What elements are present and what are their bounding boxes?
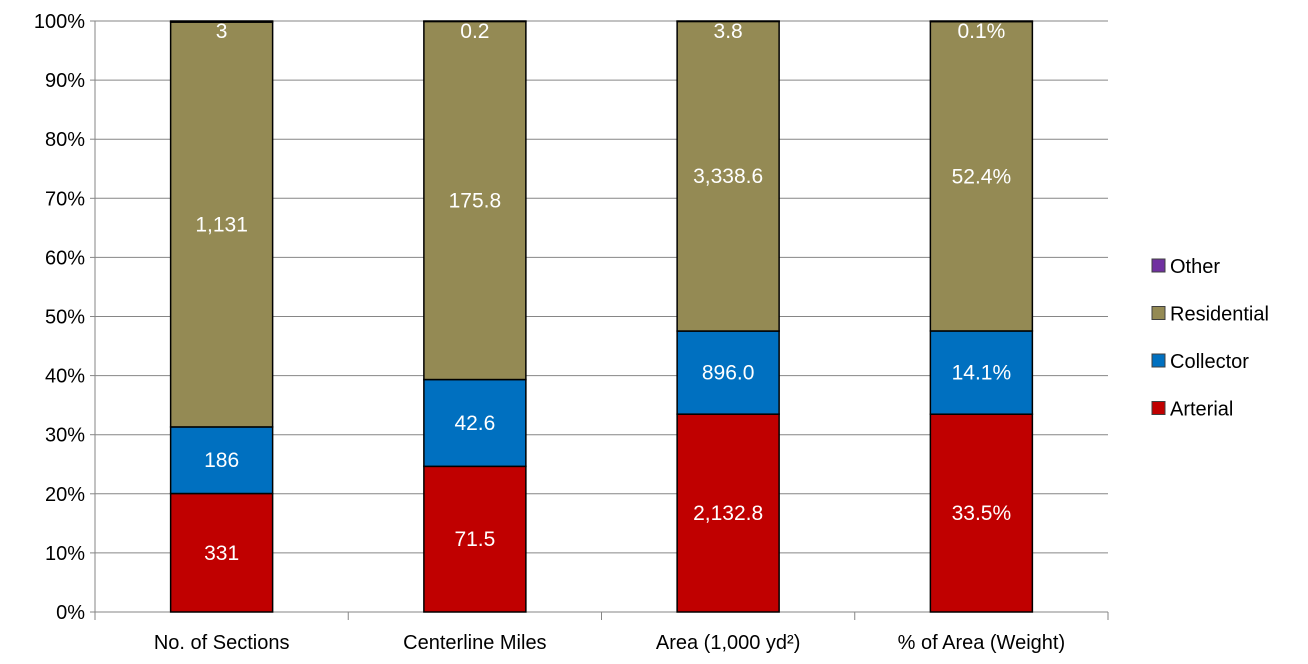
bar-other-3 xyxy=(676,20,780,23)
bar-other-4 xyxy=(929,20,1034,23)
legend-swatch-collector xyxy=(1151,353,1166,368)
data-labels: 331 186 1,131 3 71.5 42.6 175.8 0.2 2,132.8 896.0… xyxy=(195,20,1011,565)
x-category-label: Centerline Miles xyxy=(403,632,546,654)
bar-collector-2 xyxy=(423,378,527,468)
bar-residential-4 xyxy=(929,20,1034,332)
data-label-residential: 52.4% xyxy=(952,165,1012,188)
bar-arterial-4 xyxy=(929,413,1034,613)
bar-arterial-1 xyxy=(169,492,274,613)
y-tick-label: 40% xyxy=(45,366,85,388)
x-category-label: Area (1,000 yd²) xyxy=(656,632,801,654)
bar-collector-3 xyxy=(676,330,780,415)
data-label-arterial: 2,132.8 xyxy=(693,502,763,525)
bar-residential-2 xyxy=(423,20,527,381)
data-label-collector: 42.6 xyxy=(454,412,495,435)
legend-label-other: Other xyxy=(1170,256,1220,278)
data-label-arterial: 33.5% xyxy=(952,502,1012,525)
y-tick-label: 10% xyxy=(45,543,85,565)
data-label-collector: 186 xyxy=(204,449,239,472)
data-label-collector: 896.0 xyxy=(702,362,755,385)
bar-collector-1 xyxy=(169,426,274,495)
y-tick-label: 0% xyxy=(56,602,85,624)
y-axis-tick-labels: 0% 10% 20% 30% 40% 50% 60% 70% 80% 90% 100% xyxy=(34,11,85,624)
y-tick-label: 90% xyxy=(45,70,85,92)
y-tick-label: 20% xyxy=(45,484,85,506)
legend-swatch-residential xyxy=(1151,306,1166,320)
bars xyxy=(169,20,1034,613)
legend-label-collector: Collector xyxy=(1170,351,1249,373)
bar-other-2 xyxy=(423,20,527,23)
data-label-residential: 3,338.6 xyxy=(693,165,763,188)
data-label-other: 3 xyxy=(216,20,228,43)
y-tick-label: 30% xyxy=(45,425,85,447)
y-tick-label: 80% xyxy=(45,129,85,151)
data-label-arterial: 331 xyxy=(204,542,239,565)
legend-label-arterial: Arterial xyxy=(1170,399,1233,421)
bar-other-1 xyxy=(169,20,274,23)
legend-swatch-arterial xyxy=(1151,401,1166,415)
data-label-arterial: 71.5 xyxy=(454,528,495,551)
legend-swatch-other xyxy=(1151,258,1166,273)
data-label-residential: 175.8 xyxy=(449,189,502,212)
y-tick-label: 70% xyxy=(45,188,85,210)
x-category-label: % of Area (Weight) xyxy=(898,632,1065,654)
data-label-other: 3.8 xyxy=(714,20,743,43)
data-label-collector: 14.1% xyxy=(952,362,1012,385)
data-label-other: 0.1% xyxy=(957,20,1005,43)
bar-residential-3 xyxy=(676,20,780,332)
bar-arterial-3 xyxy=(676,413,780,613)
legend-label-residential: Residential xyxy=(1170,304,1269,326)
y-tick-label: 60% xyxy=(45,247,85,269)
legend: Other Residential Collector Arterial xyxy=(1151,256,1269,421)
x-category-label: No. of Sections xyxy=(154,632,290,654)
bar-residential-1 xyxy=(169,21,274,428)
y-tick-label: 50% xyxy=(45,307,85,329)
data-label-other: 0.2 xyxy=(460,20,489,43)
data-label-residential: 1,131 xyxy=(195,214,248,237)
bar-arterial-2 xyxy=(423,465,527,613)
y-tick-label: 100% xyxy=(34,11,85,33)
bar-collector-4 xyxy=(929,330,1034,415)
